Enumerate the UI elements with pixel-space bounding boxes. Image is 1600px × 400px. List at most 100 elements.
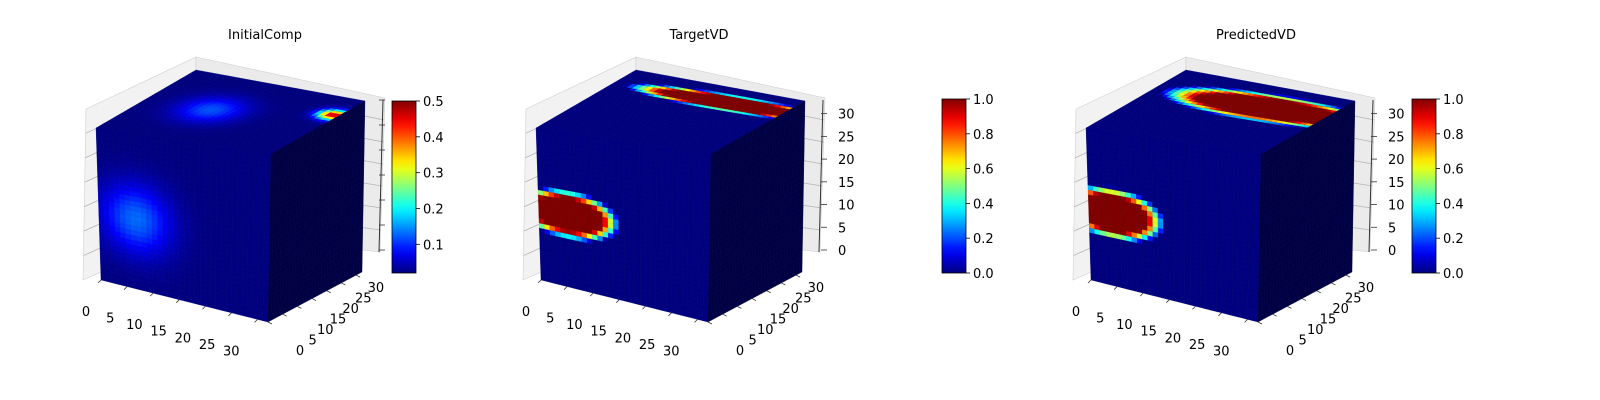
voxel [232, 153, 239, 160]
voxel [265, 152, 272, 160]
voxel [694, 166, 701, 174]
voxel [227, 152, 233, 159]
voxel [699, 157, 706, 164]
y-tick [311, 298, 317, 301]
voxel [243, 165, 250, 172]
y-tick-label: 0 [296, 344, 304, 359]
y-tick-label: 5 [309, 334, 317, 349]
voxel [639, 148, 646, 155]
voxel [683, 149, 690, 157]
x-tick-label: 30 [223, 344, 240, 359]
voxel [237, 148, 244, 156]
voxel [188, 141, 195, 148]
voxel [704, 173, 711, 181]
voxel [248, 166, 255, 173]
voxel [243, 160, 250, 167]
voxel [677, 148, 684, 156]
voxel [210, 144, 217, 152]
colorbar-tick-label: 0.3 [423, 167, 444, 182]
y-tick [341, 282, 346, 286]
panel-title: InitialComp [228, 28, 302, 43]
voxel [688, 166, 695, 173]
voxel [248, 150, 255, 157]
voxel [694, 151, 701, 158]
voxel [194, 147, 201, 154]
voxel [264, 173, 271, 181]
voxel [232, 158, 239, 165]
voxel-cube [535, 69, 806, 323]
voxel [661, 156, 668, 164]
voxel [634, 142, 641, 149]
y-tick [355, 274, 361, 278]
x-tick [123, 286, 128, 290]
voxel [634, 147, 641, 154]
voxel [232, 148, 239, 155]
voxel [254, 151, 261, 158]
x-tick-label: 25 [199, 338, 216, 353]
voxel [677, 154, 684, 161]
voxel [628, 141, 635, 148]
x-tick-label: 10 [126, 318, 143, 333]
voxel [656, 150, 662, 158]
voxel [650, 149, 657, 157]
voxel [226, 157, 233, 164]
front-face [95, 127, 272, 323]
voxel [183, 140, 190, 148]
voxel [254, 156, 261, 164]
voxel [265, 163, 271, 170]
voxel [254, 161, 261, 169]
voxel [210, 155, 217, 162]
voxel [667, 147, 673, 154]
y-tick [326, 290, 331, 294]
voxel [705, 158, 712, 165]
voxel [227, 147, 233, 154]
voxel [661, 146, 668, 153]
voxel [656, 145, 662, 153]
y-tick-label: 30 [368, 281, 385, 296]
voxel [237, 154, 244, 161]
voxel [243, 154, 250, 162]
voxel [688, 155, 695, 163]
x-tick [149, 292, 154, 297]
voxel [672, 158, 679, 165]
voxel [699, 152, 706, 159]
voxel [205, 144, 212, 151]
voxel [237, 159, 244, 166]
voxel [243, 149, 250, 157]
x-tick [202, 305, 206, 310]
x-tick [228, 312, 232, 317]
voxel [705, 168, 711, 176]
colorbar-tick-label: 0.5 [423, 95, 444, 110]
voxel [199, 148, 206, 155]
voxel [667, 152, 673, 159]
voxel [645, 144, 652, 151]
voxel [699, 162, 706, 170]
voxel [248, 155, 255, 163]
voxel [194, 142, 201, 149]
voxel [661, 151, 668, 158]
voxel [254, 166, 261, 174]
colorbar: 0.10.20.30.40.5 [391, 95, 444, 274]
subplot-targetvd: 0 5 10 15 20 25 30 051015202530051015202530Targ… [522, 28, 994, 359]
x-tick [175, 299, 180, 303]
voxel [666, 162, 673, 170]
front-face [535, 127, 712, 323]
voxel [177, 139, 184, 147]
voxel [617, 139, 624, 147]
colorbar-tick-label: 0.4 [423, 131, 444, 146]
voxel [259, 162, 266, 170]
x-tick-label: 15 [150, 325, 167, 340]
subplot-initialcomp: 0 5 10 15 20 25 30 051015202530InitialComp0.10.… [82, 28, 444, 359]
voxel [221, 156, 228, 164]
voxel [683, 154, 690, 162]
voxel [672, 153, 679, 160]
voxel [699, 167, 706, 175]
voxel [248, 160, 255, 168]
voxel [683, 165, 690, 172]
voxel [677, 159, 684, 166]
voxel [705, 152, 712, 160]
voxel [199, 143, 206, 150]
y-tick [297, 306, 302, 309]
voxel [265, 158, 272, 165]
